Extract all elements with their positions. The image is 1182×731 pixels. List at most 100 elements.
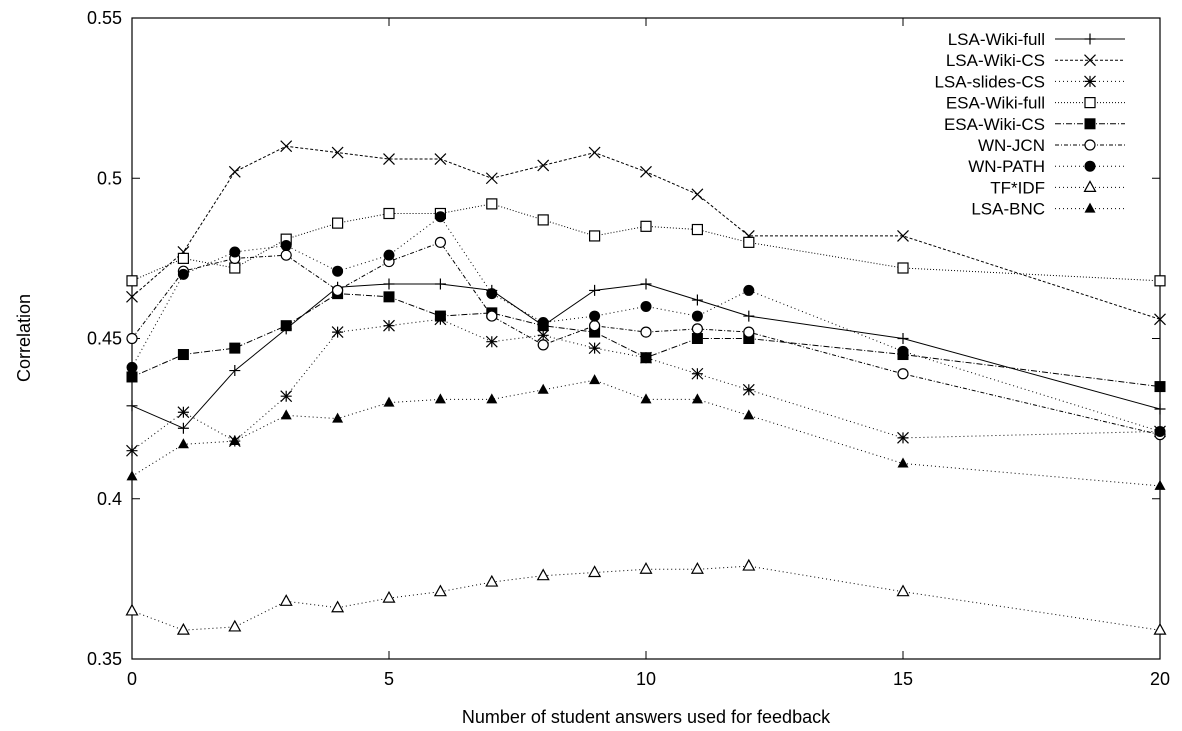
data-point xyxy=(383,153,395,165)
y-tick-label: 0.4 xyxy=(97,489,122,509)
data-point xyxy=(434,153,447,165)
data-point xyxy=(691,323,704,335)
data-point xyxy=(125,603,139,616)
legend-label: WN-JCN xyxy=(978,136,1045,155)
data-point xyxy=(743,333,755,344)
data-point xyxy=(229,342,241,354)
data-point xyxy=(332,412,344,423)
data-point xyxy=(280,249,292,261)
data-point xyxy=(485,172,498,185)
x-tick-label: 15 xyxy=(893,669,913,689)
data-point xyxy=(176,622,190,635)
data-point xyxy=(537,383,549,394)
data-point xyxy=(640,278,652,290)
data-point xyxy=(383,249,395,261)
y-tick-label: 0.55 xyxy=(87,8,122,28)
series-lsa-bnc xyxy=(126,374,1166,490)
series-layer xyxy=(125,140,1167,635)
data-point xyxy=(691,294,703,306)
data-point xyxy=(743,409,755,420)
data-point xyxy=(229,435,241,446)
y-tick-label: 0.5 xyxy=(97,168,122,188)
data-point xyxy=(588,342,601,355)
legend-label: LSA-BNC xyxy=(971,200,1045,219)
data-point xyxy=(126,470,138,481)
y-tick-label: 0.35 xyxy=(87,649,122,669)
data-point xyxy=(280,390,293,403)
legend-marker xyxy=(1084,118,1096,130)
series-wn-jcn xyxy=(126,236,1166,441)
data-point xyxy=(434,310,446,322)
data-point xyxy=(742,558,756,571)
data-point xyxy=(280,320,292,332)
data-point xyxy=(126,275,138,287)
data-point xyxy=(743,284,755,296)
data-point xyxy=(126,444,138,457)
legend-label: LSA-slides-CS xyxy=(934,72,1045,91)
data-point xyxy=(486,288,498,300)
data-point xyxy=(691,310,703,322)
legend-label: TF*IDF xyxy=(990,178,1045,197)
data-point xyxy=(332,217,344,229)
data-point xyxy=(126,361,138,373)
data-point xyxy=(331,600,345,613)
data-point xyxy=(433,584,447,597)
axis-ticks: 0 5 10 15 20 0.35 0.4 0.45 0.5 0.55 xyxy=(87,8,1170,689)
data-point xyxy=(537,316,549,328)
legend-marker xyxy=(1084,160,1096,172)
data-point xyxy=(743,236,755,248)
data-point xyxy=(1154,381,1166,393)
data-point xyxy=(228,619,242,632)
data-point xyxy=(383,207,395,220)
data-point xyxy=(280,409,292,420)
data-point xyxy=(485,574,499,587)
data-point xyxy=(177,349,189,361)
data-point xyxy=(434,211,446,223)
data-point xyxy=(640,326,652,338)
data-point xyxy=(229,246,241,258)
x-tick-label: 0 xyxy=(127,669,137,689)
data-point xyxy=(486,393,498,404)
x-axis-label: Number of student answers used for feedb… xyxy=(462,707,831,727)
data-point xyxy=(691,223,704,236)
y-axis-label: Correlation xyxy=(14,294,34,382)
data-point xyxy=(897,333,909,344)
data-point xyxy=(485,335,498,348)
legend-marker xyxy=(1084,139,1096,151)
data-point xyxy=(1154,479,1166,490)
data-point xyxy=(589,326,601,338)
data-point xyxy=(126,400,138,412)
data-point xyxy=(126,332,138,345)
data-point xyxy=(743,326,755,338)
legend-marker xyxy=(1084,96,1096,109)
series-line xyxy=(131,379,1161,487)
data-point xyxy=(897,345,909,357)
series-esa-wiki-full xyxy=(126,198,1166,287)
legend-marker xyxy=(1084,54,1096,67)
data-point xyxy=(537,329,550,342)
data-point xyxy=(229,365,241,377)
data-point xyxy=(690,562,704,574)
data-point xyxy=(640,165,652,178)
data-point xyxy=(280,140,293,153)
data-point xyxy=(691,188,704,201)
data-point xyxy=(383,278,395,290)
data-point xyxy=(177,268,189,280)
series-line xyxy=(131,318,1161,452)
data-point xyxy=(228,165,241,178)
data-point xyxy=(537,214,549,226)
data-point xyxy=(434,278,446,290)
data-point xyxy=(897,431,909,444)
data-point xyxy=(229,262,241,274)
data-point xyxy=(588,230,601,242)
data-point xyxy=(536,568,550,581)
data-point xyxy=(280,240,292,252)
data-point xyxy=(486,198,498,210)
legend: LSA-Wiki-full LSA-Wiki-CS LSA-slides-CS ESA… xyxy=(934,30,1125,219)
legend-label: LSA-Wiki-CS xyxy=(946,51,1045,70)
x-tick-label: 20 xyxy=(1150,669,1170,689)
series-tf-idf xyxy=(125,558,1167,635)
legend-marker xyxy=(1084,202,1096,213)
data-point xyxy=(383,291,395,303)
data-point xyxy=(331,326,344,339)
